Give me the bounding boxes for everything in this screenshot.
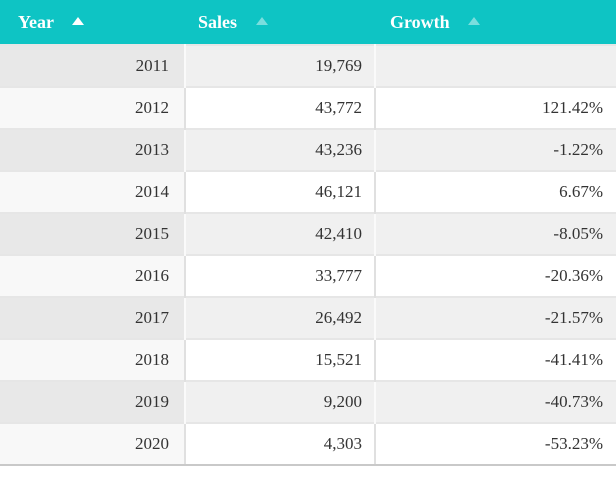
table-row: 2016 33,777 -20.36% [0,254,616,297]
growth-cell [375,44,616,87]
sales-cell: 4,303 [185,422,376,466]
year-cell: 2020 [0,422,186,466]
year-cell: 2013 [0,128,186,171]
header-row: Year Sales Growth [0,0,616,45]
column-header-year-label: Year [18,11,54,32]
growth-cell: -1.22% [375,128,616,171]
column-header-sales-label: Sales [198,11,238,32]
table-row: 2014 46,121 6.67% [0,170,616,213]
data-table: Year Sales Growth 2011 19,769 2 [0,0,616,466]
column-header-growth[interactable]: Growth [375,0,616,45]
column-header-growth-label: Growth [390,11,450,32]
year-cell: 2012 [0,86,186,129]
sort-asc-icon [468,17,481,26]
year-cell: 2014 [0,170,186,213]
sales-cell: 15,521 [185,338,376,381]
growth-cell: 6.67% [375,170,616,213]
growth-cell: -20.36% [375,254,616,297]
year-cell: 2015 [0,212,186,255]
growth-cell: -8.05% [375,212,616,255]
growth-cell: -53.23% [375,422,616,466]
sales-cell: 43,772 [185,86,376,129]
table-row: 2013 43,236 -1.22% [0,128,616,171]
table-row: 2019 9,200 -40.73% [0,380,616,423]
sales-cell: 33,777 [185,254,376,297]
year-cell: 2011 [0,44,186,87]
growth-cell: -41.41% [375,338,616,381]
sales-cell: 26,492 [185,296,376,339]
year-cell: 2018 [0,338,186,381]
column-header-year[interactable]: Year [0,0,185,45]
growth-cell: 121.42% [375,86,616,129]
table-row: 2012 43,772 121.42% [0,86,616,129]
year-cell: 2016 [0,254,186,297]
year-cell: 2017 [0,296,186,339]
table-row: 2011 19,769 [0,44,616,87]
growth-cell: -40.73% [375,380,616,423]
year-cell: 2019 [0,380,186,423]
sales-cell: 43,236 [185,128,376,171]
sales-cell: 9,200 [185,380,376,423]
sales-cell: 42,410 [185,212,376,255]
table-row: 2017 26,492 -21.57% [0,296,616,339]
table-row: 2020 4,303 -53.23% [0,422,616,466]
growth-cell: -21.57% [375,296,616,339]
sort-asc-icon [72,17,85,26]
sort-asc-icon [255,17,268,26]
table-row: 2018 15,521 -41.41% [0,338,616,381]
table-row: 2015 42,410 -8.05% [0,212,616,255]
sales-cell: 19,769 [185,44,376,87]
table-body: 2011 19,769 2012 43,772 121.42% 2013 43,… [0,44,616,466]
table-header: Year Sales Growth [0,0,616,45]
sales-cell: 46,121 [185,170,376,213]
column-header-sales[interactable]: Sales [185,0,375,45]
